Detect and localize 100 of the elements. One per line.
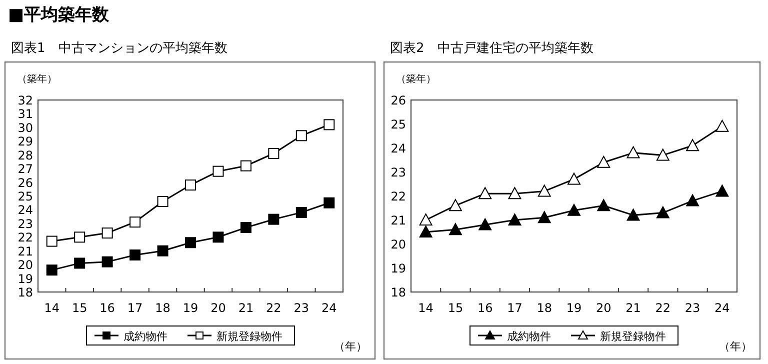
y-tick-label: 31 [18,107,33,122]
y-tick-label: 29 [18,134,33,149]
point [102,256,113,268]
legend-label: 成約物件 [507,330,551,343]
y-tick-label: 25 [18,190,33,204]
point [478,187,492,200]
point [626,146,640,158]
chart-title: 図表1 中古マンションの平均築年数 [11,41,228,56]
y-tick-label: 24 [18,203,33,218]
point [102,228,113,239]
y-tick-label: 18 [390,286,406,300]
y-tick-label: 26 [18,176,33,190]
x-tick-label: 22 [266,301,282,315]
point [656,206,670,218]
y-tick-label: 27 [18,162,33,176]
x-tick-label: 14 [44,301,60,315]
point [74,232,86,243]
point [656,148,670,161]
point [716,120,729,132]
point [686,139,700,152]
point [240,222,252,234]
y-tick-label: 19 [18,272,33,286]
point [185,180,196,191]
x-tick-label: 17 [127,301,143,315]
chart-title: 図表2 中古戸建住宅の平均築年数 [390,40,594,56]
x-tick-label: 17 [507,301,522,315]
point [157,196,168,207]
point [508,214,522,226]
x-tick-label: 15 [448,301,464,315]
point [716,184,729,197]
point [46,264,58,276]
x-tick-label: 16 [100,301,115,315]
y-tick-label: 22 [390,190,406,204]
x-tick-label: 15 [72,301,88,315]
y-tick-label: 22 [18,230,33,245]
point [157,245,168,256]
y-tick-label: 21 [390,214,406,228]
point [212,232,224,243]
point [478,218,492,230]
point [240,160,252,172]
y-tick-label: 18 [18,286,33,300]
y-tick-label: 25 [390,118,406,132]
y-tick-label: 28 [18,148,33,162]
point [324,119,335,130]
x-tick-label: 18 [536,301,552,315]
point [268,214,280,225]
x-tick-label: 21 [626,301,641,315]
x-tick-label: 21 [238,301,254,315]
point [448,223,462,236]
point [74,258,86,269]
point [296,130,307,142]
point [568,204,580,216]
x-tick-label: 23 [294,301,310,315]
point [419,226,432,238]
y-axis-title: （築年） [17,73,57,85]
point [508,187,522,200]
point [597,199,610,212]
point [597,156,610,168]
point [324,197,335,208]
x-axis-title: （年） [719,340,752,353]
y-tick-label: 19 [390,262,406,276]
point [626,208,640,221]
y-tick-label: 30 [18,120,33,135]
point [185,237,196,248]
x-tick-label: 20 [210,301,226,315]
point [268,148,280,159]
point [130,216,141,228]
point [448,199,462,212]
x-tick-label: 24 [321,301,337,315]
x-axis-title: （年） [334,340,367,353]
x-tick-label: 18 [155,301,170,315]
legend-label: 新規登録物件 [600,330,666,343]
point [419,214,432,226]
x-tick-label: 14 [418,301,434,315]
point [538,184,551,197]
y-tick-label: 21 [18,244,33,258]
point [130,249,141,260]
x-tick-label: 16 [477,301,493,315]
y-tick-label: 20 [18,258,33,272]
y-axis-title: （築年） [396,73,436,85]
x-tick-label: 24 [714,301,730,315]
legend-label: 新規登録物件 [216,330,282,343]
y-tick-label: 23 [390,166,406,180]
x-tick-label: 19 [182,301,198,315]
y-tick-label: 26 [390,94,406,108]
point [46,236,58,247]
x-tick-label: 23 [684,301,700,315]
x-tick-label: 22 [655,301,671,315]
legend-label: 成約物件 [124,330,168,343]
text: ■平均築年数 [8,5,110,25]
point [212,166,224,177]
point [296,206,307,218]
y-tick-label: 20 [390,238,406,252]
point [538,211,551,224]
x-tick-label: 19 [566,301,582,315]
point [686,194,700,206]
y-tick-label: 24 [390,142,406,156]
y-tick-label: 23 [18,216,33,231]
x-tick-label: 20 [596,301,612,315]
y-tick-label: 32 [18,94,33,108]
